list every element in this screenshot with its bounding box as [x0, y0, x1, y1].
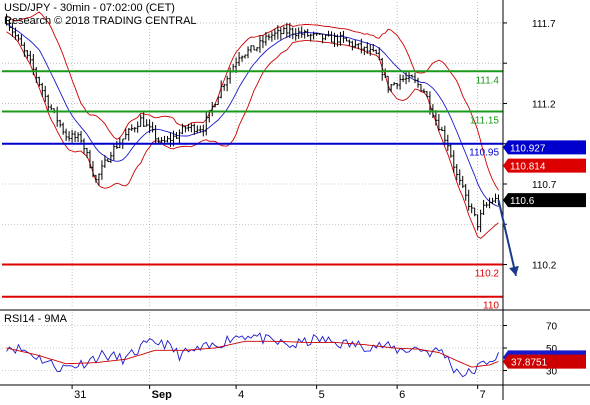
level-label-s2: 110 — [483, 301, 499, 312]
badges-layer: 110.927 110.814 110.6 — [503, 140, 586, 208]
time-axis-label: Sep — [152, 389, 172, 400]
forecast-arrow-head — [509, 265, 519, 276]
moving-average-layer — [6, 23, 499, 208]
rsi-axis-label: 30 — [546, 367, 558, 378]
level-label-s1: 110.2 — [475, 269, 500, 280]
rsi-badge-text: 37.8751 — [511, 358, 548, 369]
rsi-line — [6, 332, 499, 378]
price-axis-label: 111.7 — [532, 19, 556, 30]
price-badge — [503, 140, 586, 155]
bollinger-lower — [6, 31, 499, 239]
forecast-layer — [497, 199, 519, 277]
time-axis-label: 7 — [480, 389, 486, 400]
chart-title: USD/JPY - 30min - 07:02:00 (CET) — [4, 2, 175, 14]
price-badge — [503, 158, 586, 173]
rsi-axis-label: 70 — [546, 322, 558, 333]
level-label-r2: 111.4 — [475, 75, 499, 86]
rsi-axis-label: 50 — [546, 344, 558, 355]
price-badge — [503, 193, 586, 208]
forecast-arrow-line — [497, 199, 517, 277]
candlesticks-layer — [5, 13, 500, 233]
time-axis-label: 4 — [238, 389, 244, 400]
moving-average-line — [6, 23, 499, 208]
price-badge-text: 110.814 — [510, 162, 546, 173]
levels-layer: 111.4 111.15 110.95 110.2 110 — [2, 70, 503, 312]
time-axis-label: 31 — [74, 389, 86, 400]
rsi-panel-title: RSI14 - 9MA — [4, 313, 68, 325]
time-axis-label: 6 — [399, 389, 405, 400]
price-badge-text: 110.927 — [510, 143, 546, 154]
price-axis-label: 110.2 — [532, 261, 557, 272]
level-label-r1: 111.15 — [470, 116, 500, 127]
price-badge-text: 110.6 — [510, 196, 535, 207]
rsi-badge — [503, 354, 586, 369]
level-label-pivot: 110.95 — [469, 148, 499, 159]
rsi-ma-line — [6, 340, 499, 368]
credit-text: Research © 2018 TRADING CENTRAL — [4, 15, 197, 27]
price-axis-label: 110.7 — [532, 180, 557, 191]
price-axis-label: 111.2 — [532, 99, 556, 110]
rsi-layer: 30507041.61237.8751 — [6, 322, 586, 378]
time-axis-label: 5 — [319, 389, 325, 400]
